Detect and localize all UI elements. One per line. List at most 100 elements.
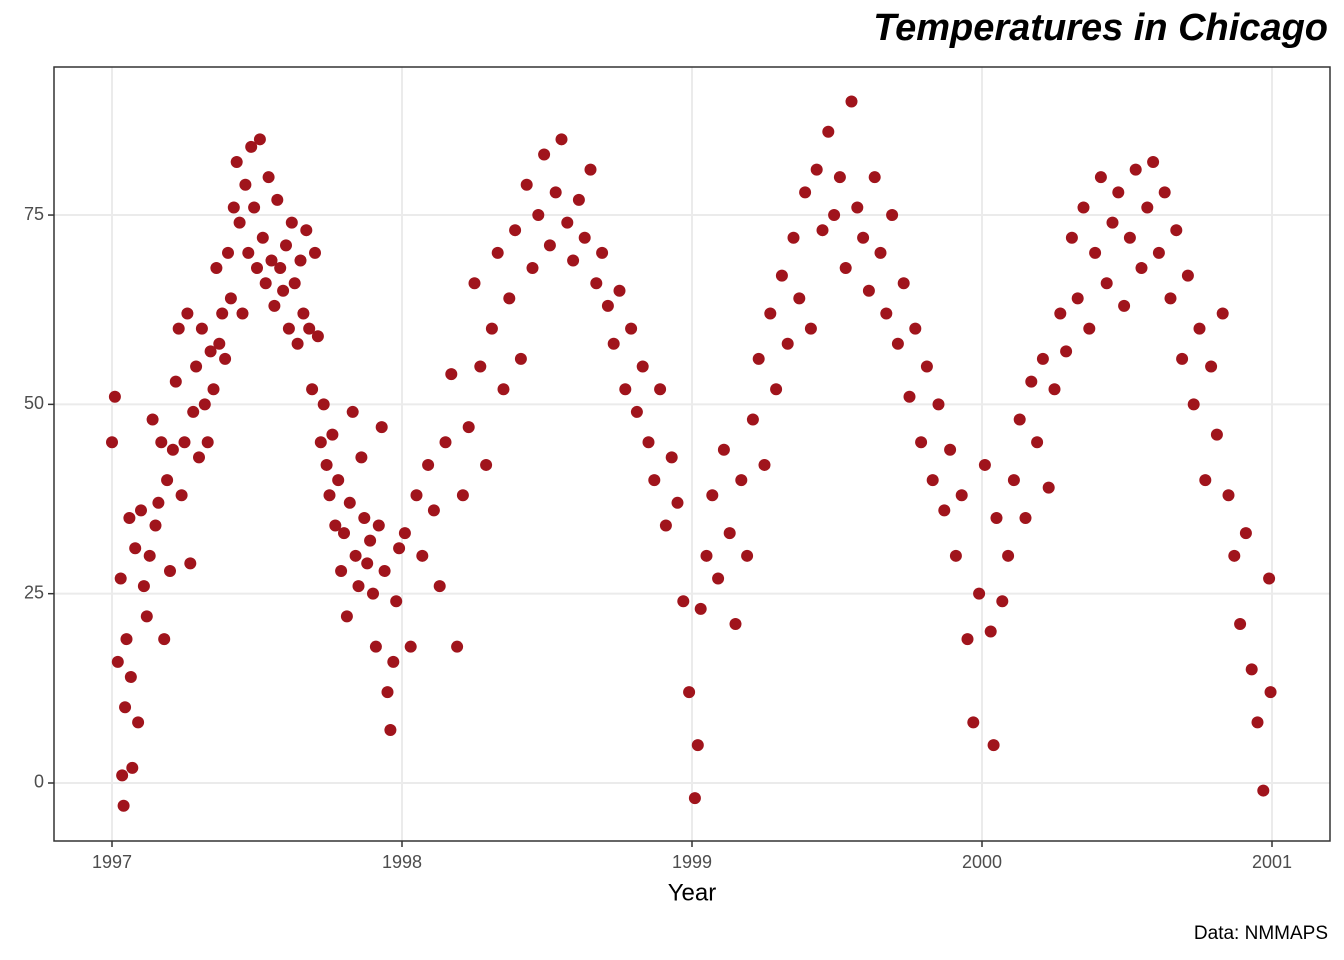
point [309, 246, 321, 259]
point [358, 511, 371, 524]
point [775, 269, 788, 282]
point [903, 390, 916, 403]
point [364, 534, 377, 547]
point [1013, 413, 1026, 426]
point [497, 383, 510, 396]
x-tick-label: 2000 [962, 852, 1002, 872]
point [480, 458, 493, 471]
point [758, 458, 771, 471]
point [1263, 572, 1276, 585]
point [306, 383, 319, 396]
point [1042, 481, 1055, 494]
point [625, 322, 638, 335]
point [503, 292, 516, 305]
point [752, 352, 765, 365]
point [590, 277, 603, 290]
point [1141, 201, 1154, 214]
point [1170, 224, 1183, 237]
point [372, 519, 385, 532]
point [1071, 292, 1084, 305]
point [996, 595, 1009, 608]
point [862, 284, 875, 297]
point [294, 254, 307, 267]
point [152, 496, 165, 509]
point [111, 655, 124, 668]
point [451, 640, 464, 653]
point [285, 216, 298, 229]
point [851, 201, 864, 214]
point [1025, 375, 1038, 388]
point [259, 277, 272, 290]
point [810, 163, 823, 176]
point [613, 284, 626, 297]
point [712, 572, 725, 585]
point [688, 792, 701, 805]
point [799, 186, 812, 199]
point [1187, 398, 1200, 411]
point [236, 307, 249, 320]
point [1002, 549, 1015, 562]
y-tick-label: 25 [24, 582, 44, 602]
point [291, 337, 304, 350]
point [1106, 216, 1119, 229]
point [1164, 292, 1177, 305]
point [116, 769, 129, 782]
point [555, 133, 568, 146]
point [987, 739, 1000, 752]
point [120, 633, 133, 646]
point [636, 360, 649, 373]
point [857, 231, 870, 244]
point [398, 527, 411, 540]
point [227, 201, 240, 214]
x-tick-label: 1998 [382, 852, 422, 872]
point [201, 436, 214, 449]
point [166, 443, 179, 456]
point [891, 337, 904, 350]
point [161, 474, 174, 487]
point [155, 436, 168, 449]
point [346, 405, 359, 418]
point [320, 458, 333, 471]
point [190, 360, 203, 373]
point [538, 148, 551, 161]
point [422, 458, 435, 471]
point [387, 655, 400, 668]
point [642, 436, 655, 449]
point [932, 398, 945, 411]
point [213, 337, 226, 350]
point [135, 504, 147, 517]
point [526, 262, 539, 275]
point [630, 405, 643, 418]
point [288, 277, 301, 290]
point [1100, 277, 1113, 290]
point [909, 322, 922, 335]
point [390, 595, 403, 608]
point [233, 216, 246, 229]
point [706, 489, 719, 502]
point [1199, 474, 1212, 487]
point [1007, 474, 1020, 487]
point [106, 436, 118, 449]
point [132, 716, 145, 729]
point [224, 292, 237, 305]
point [369, 640, 382, 653]
point [659, 519, 672, 532]
point [845, 95, 858, 108]
point [961, 633, 974, 646]
point [578, 231, 591, 244]
point [897, 277, 910, 290]
point [1077, 201, 1090, 214]
point [248, 201, 261, 214]
point [833, 171, 846, 184]
point [416, 549, 429, 562]
point [920, 360, 933, 373]
point [1135, 262, 1148, 275]
point [169, 375, 182, 388]
point [1193, 322, 1206, 335]
point [1210, 428, 1223, 441]
point [1036, 352, 1049, 365]
point [268, 299, 281, 312]
point [329, 519, 342, 532]
point [361, 557, 374, 570]
